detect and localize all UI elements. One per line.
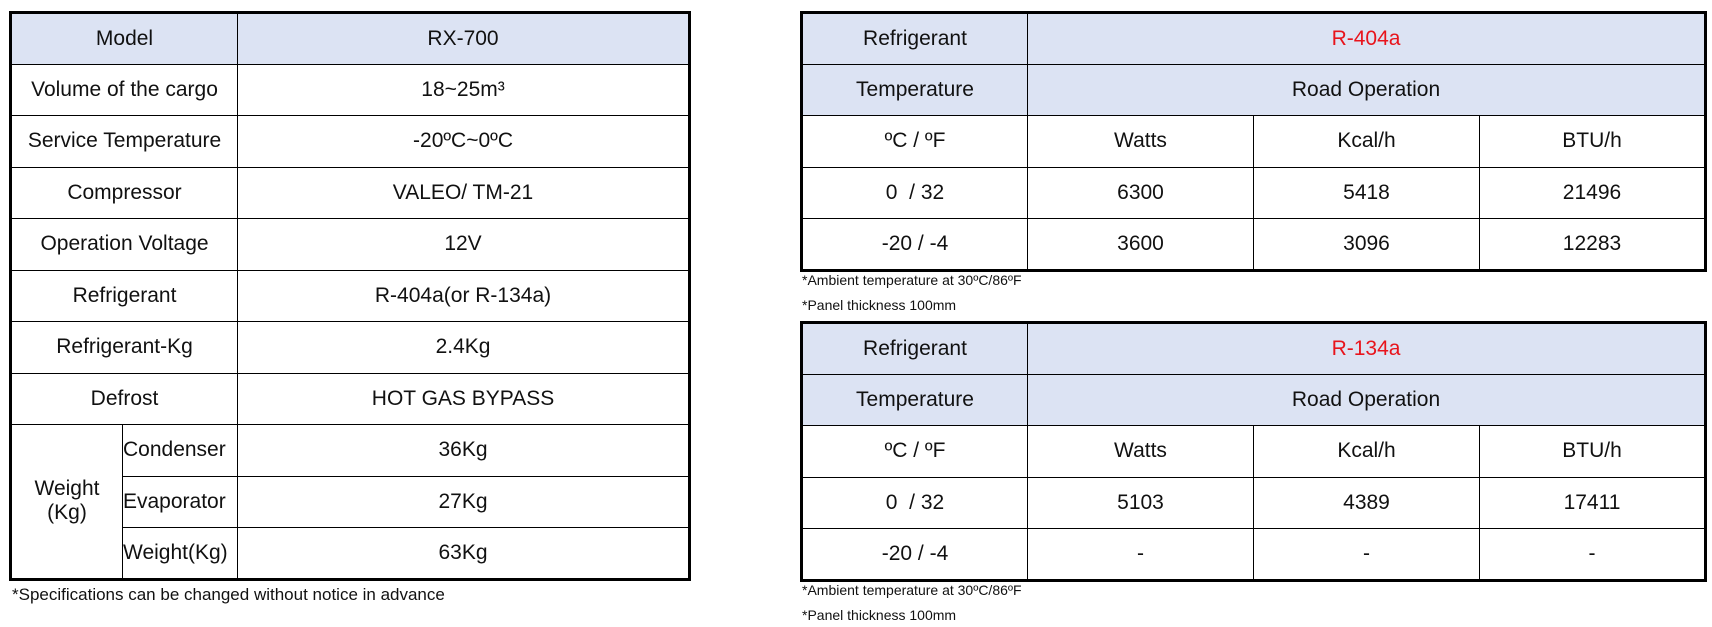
refrigerant-label: Refrigerant [801,12,1028,65]
data-cell: 6300 [1027,166,1254,220]
spec-label: Model [9,12,239,65]
spec-row: Refrigerant R-404a(or R-134a) [9,269,691,322]
spec-row: Weight (Kg) Condenser 36Kg [10,424,691,580]
operation-row: Temperature Road Operation [801,373,1707,427]
footnote: *Specifications can be changed without n… [12,585,445,604]
spec-row: Operation Voltage 12V [9,218,691,271]
weight-part: Evaporator [121,475,239,528]
spec-label: Compressor [9,166,239,219]
operation-row: Temperature Road Operation [801,63,1707,117]
column-header: Watts [1027,425,1254,478]
weight-label: Weight (Kg) [10,424,123,580]
spec-value: VALEO/ TM-21 [237,166,691,219]
refrigerant-name: R-404a [1026,12,1707,65]
data-row: 0 / 32 5103 4389 17411 [801,476,1707,530]
data-cell: 3096 [1253,218,1480,271]
weight-part: Condenser [121,424,239,477]
footnote: *Ambient temperature at 30ºC/86ºF [802,272,1022,288]
spec-row: Refrigerant-Kg 2.4Kg [9,321,691,374]
performance-table: Refrigerant R-404a Temperature Road Operati… [800,11,1708,272]
footnote: *Panel thickness 100mm [802,297,957,313]
spec-value: 12V [237,218,691,271]
column-header: ºC / ºF [801,425,1028,478]
data-cell: 5418 [1253,166,1480,220]
data-row: -20 / -4- - - [801,528,1707,581]
spec-row: Model RX-700 [9,12,691,65]
data-cell: 17411 [1478,476,1707,530]
operation-label: Road Operation [1026,63,1707,117]
data-cell: - [1478,528,1707,581]
data-cell: 21496 [1478,166,1707,220]
spec-value: 2.4Kg [237,321,691,374]
spec-label: Refrigerant [9,269,239,322]
column-header: BTU/h [1478,425,1707,478]
refrigerant-row: Refrigerant R-404a [801,12,1707,65]
performance-table: Refrigerant R-134a Temperature Road Operati… [800,321,1708,582]
data-cell: 5103 [1027,476,1254,530]
spec-value: R-404a(or R-134a) [237,269,691,322]
temperature-label: Temperature [801,63,1028,117]
spec-label: Operation Voltage [9,218,239,271]
spec-value: 36Kg [237,424,691,477]
spec-value: -20ºC~0ºC [237,115,691,168]
data-cell: - [1027,528,1254,581]
data-row: 0 / 32 6300 5418 21496 [801,166,1707,220]
spec-label: Refrigerant-Kg [9,321,239,374]
data-row: -20 / -4 3600 3096 12283 [801,218,1707,271]
column-header: Watts [1027,115,1254,168]
refrigerant-row: Refrigerant R-134a [801,322,1707,375]
data-cell: - [1253,528,1480,581]
refrigerant-name: R-134a [1026,322,1707,375]
spec-row: Defrost HOT GAS BYPASS [9,372,691,425]
spec-row: Evaporator 27Kg [11,475,691,528]
data-cell: 12283 [1478,218,1707,271]
spec-value: RX-700 [237,12,691,65]
spec-value: 27Kg [237,475,691,528]
spec-row: Service Temperature -20ºC~0ºC [9,115,691,168]
header-row: ºC / ºF Watts Kcal/h BTU/h [801,115,1707,168]
data-cell: -20 / -4 [801,218,1028,271]
spec-value: HOT GAS BYPASS [237,372,691,425]
data-cell: -20 / -4 [801,528,1028,581]
column-header: Kcal/h [1253,115,1480,168]
spec-row: Compressor VALEO/ TM-21 [9,166,691,219]
weight-part: Weight(Kg) [121,527,239,580]
header-row: ºC / ºF Watts Kcal/h BTU/h [801,425,1707,478]
data-cell: 0 / 32 [801,166,1028,220]
operation-label: Road Operation [1026,373,1707,427]
spec-label: Defrost [9,372,239,425]
spec-value: 18~25m³ [237,63,691,116]
temperature-label: Temperature [801,373,1028,427]
refrigerant-label: Refrigerant [801,322,1028,375]
spec-value: 63Kg [237,527,691,580]
column-header: BTU/h [1478,115,1707,168]
spec-row: Volume of the cargo 18~25m³ [9,63,691,116]
data-cell: 4389 [1253,476,1480,530]
spec-label: Service Temperature [9,115,239,168]
data-cell: 0 / 32 [801,476,1028,530]
column-header: Kcal/h [1253,425,1480,478]
spec-label: Volume of the cargo [9,63,239,116]
spec-row: Weight(Kg) 63Kg [11,527,691,580]
column-header: ºC / ºF [801,115,1028,168]
footnote: *Ambient temperature at 30ºC/86ºF [802,582,1022,598]
data-cell: 3600 [1027,218,1254,271]
spec-table: Model RX-700 Volume of the cargo 18~25m³ Ser… [9,11,692,581]
footnote: *Panel thickness 100mm [802,607,957,623]
